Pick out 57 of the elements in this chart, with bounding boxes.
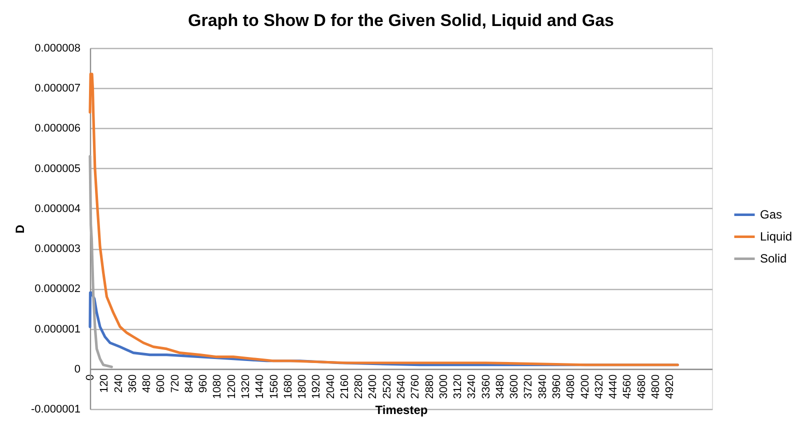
x-tick-label: 2160 [338,374,351,399]
x-tick-label: 2400 [367,374,380,399]
x-tick-label: 3240 [466,374,478,399]
x-tick-label: 1440 [254,374,266,399]
x-tick-label: 360 [126,374,139,393]
x-tick-label: 2280 [353,374,366,399]
x-tick-label: 1320 [240,374,252,399]
x-tick-label: 240 [112,374,125,393]
x-tick-label: 2880 [424,374,436,399]
y-tick-label: 0.000004 [34,202,80,215]
x-tick-label: 1680 [282,374,294,399]
y-tick-label: 0.000006 [34,122,80,135]
x-tick-label: 3360 [480,374,492,399]
x-tick-label: 1920 [310,374,323,399]
x-tick-label: 3480 [494,374,506,399]
x-tick-label: 4680 [636,374,648,399]
legend-label: Gas [760,208,782,222]
x-tick-label: 1080 [212,374,224,399]
x-tick-label: 4560 [622,374,634,399]
x-tick-label: 1800 [296,374,309,399]
x-tick-label: 960 [198,374,210,393]
x-tick-label: 4200 [579,374,592,399]
x-tick-label: 2760 [410,374,422,399]
legend-label: Solid [760,252,787,266]
x-tick-label: 4920 [664,374,676,399]
x-tick-label: 4320 [593,374,606,399]
y-tick-label: 0.000003 [34,243,80,256]
y-tick-label: 0.000002 [34,283,80,296]
x-tick-label: 3000 [438,374,450,399]
x-tick-label: 3840 [536,374,549,399]
x-tick-label: 4800 [650,374,662,399]
x-tick-label: 600 [155,374,168,393]
x-tick-label: 480 [141,374,154,393]
x-tick-label: 4080 [565,374,578,399]
x-tick-label: 4440 [608,374,620,399]
x-tick-label: 3960 [551,374,563,399]
legend-label: Liquid [760,230,792,244]
x-tick-label: 3120 [452,374,464,399]
x-tick-label: 3720 [522,374,535,399]
y-tick-label: 0.000005 [34,162,80,175]
y-tick-label: 0.000007 [34,82,80,95]
chart-title: Graph to Show D for the Given Solid, Liquid and Gas [188,11,614,30]
y-tick-label: -0.000001 [30,404,80,416]
x-axis-title: Timestep [375,402,428,417]
y-tick-label: 0 [74,363,80,376]
x-tick-label: 120 [98,374,111,393]
x-tick-label: 720 [169,374,182,393]
x-tick-label: 3600 [508,374,521,399]
x-tick-label: 2520 [381,374,394,399]
x-tick-label: 1560 [268,374,280,399]
y-axis-title: D [12,224,27,234]
x-tick-label: 2040 [324,374,337,399]
y-tick-label: 0.000008 [34,42,80,54]
x-tick-label: 1200 [226,374,238,399]
y-tick-label: 0.000001 [34,323,80,336]
x-tick-label: 2640 [396,374,408,399]
x-tick-label: 840 [183,374,196,393]
